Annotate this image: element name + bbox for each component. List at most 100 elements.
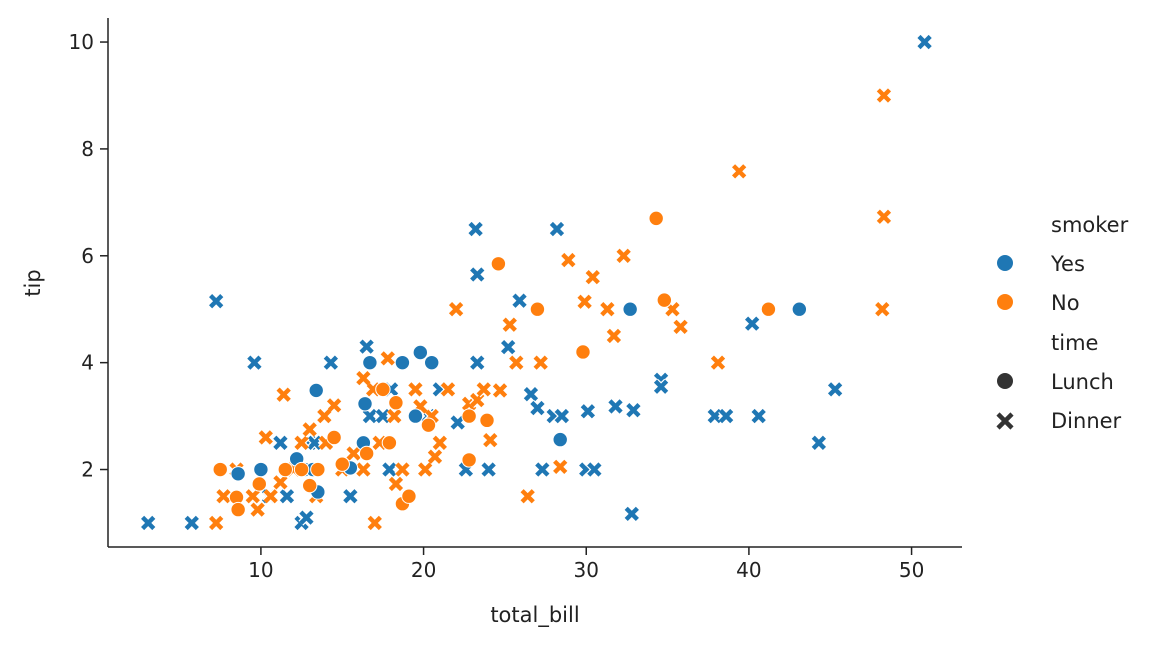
point-no-dinner (672, 318, 689, 335)
point-yes-dinner (548, 221, 565, 238)
point-yes-dinner (500, 339, 517, 356)
point-yes-dinner (827, 381, 844, 398)
point-no-dinner (426, 448, 443, 465)
point-yes-dinner (653, 378, 670, 395)
point-no-dinner (508, 354, 525, 371)
point-yes-dinner (278, 488, 295, 505)
point-yes-dinner (718, 408, 735, 425)
x-tick-label: 50 (899, 558, 924, 582)
point-no-lunch (230, 501, 246, 518)
legend-marker-yes (997, 255, 1013, 271)
point-yes-dinner (272, 434, 289, 451)
points-layer (140, 34, 933, 531)
point-no-lunch (461, 408, 477, 424)
point-yes-dinner (553, 408, 570, 425)
point-no-dinner (208, 514, 225, 531)
point-no-dinner (599, 301, 616, 318)
x-tick-label: 40 (736, 558, 761, 582)
point-no-lunch (490, 256, 507, 272)
legend-title-time: time (1051, 331, 1098, 355)
point-no-lunch (212, 461, 228, 478)
point-yes-dinner (208, 293, 225, 310)
point-yes-lunch (407, 408, 424, 424)
point-yes-dinner (298, 509, 315, 526)
point-no-dinner (244, 488, 261, 505)
x-tick-label: 30 (574, 558, 599, 582)
point-yes-dinner (140, 514, 157, 531)
point-no-dinner (605, 327, 622, 344)
point-yes-dinner (607, 398, 624, 415)
point-no-dinner (249, 501, 266, 518)
point-yes-dinner (623, 505, 640, 522)
point-no-dinner (492, 382, 509, 399)
point-no-dinner (394, 461, 411, 478)
y-tick-label: 10 (69, 30, 94, 54)
point-no-dinner (482, 432, 499, 449)
point-yes-dinner (246, 354, 263, 371)
point-no-dinner (317, 434, 334, 451)
point-no-lunch (293, 461, 310, 478)
point-no-dinner (875, 87, 892, 104)
point-no-dinner (386, 408, 403, 425)
point-yes-lunch (791, 301, 808, 317)
point-no-dinner (345, 445, 362, 462)
point-no-lunch (575, 344, 591, 360)
point-no-lunch (381, 435, 398, 451)
point-yes-dinner (469, 354, 486, 371)
point-no-dinner (355, 370, 372, 387)
point-no-lunch (310, 461, 326, 478)
point-no-dinner (519, 488, 536, 505)
point-no-lunch (358, 445, 375, 462)
x-tick-label: 20 (411, 558, 436, 582)
x-tick-label: 10 (248, 558, 273, 582)
point-yes-dinner (183, 514, 200, 531)
point-yes-lunch (424, 354, 440, 371)
point-yes-dinner (358, 338, 375, 355)
legend-label-no: No (1051, 291, 1080, 315)
point-no-dinner (552, 458, 569, 475)
point-no-lunch (479, 412, 495, 429)
point-no-dinner (584, 269, 601, 286)
point-no-dinner (366, 514, 383, 531)
point-no-lunch (251, 476, 267, 492)
point-yes-dinner (342, 488, 359, 505)
point-no-lunch (401, 488, 417, 504)
point-no-lunch (302, 477, 318, 494)
point-no-dinner (272, 474, 289, 491)
plot-area: 10 20 30 40 50 2 4 6 8 10 (69, 18, 962, 582)
point-no-dinner (731, 163, 748, 180)
point-no-lunch (529, 301, 546, 317)
point-no-dinner (448, 301, 465, 318)
point-yes-dinner (706, 408, 723, 425)
point-yes-dinner (374, 408, 391, 425)
point-no-lunch (461, 452, 477, 468)
point-no-dinner (475, 381, 492, 398)
point-yes-dinner (449, 414, 466, 431)
point-yes-dinner (306, 434, 323, 451)
point-no-dinner (875, 208, 892, 225)
x-axis-label: total_bill (490, 603, 579, 628)
point-yes-dinner (511, 292, 528, 309)
point-no-lunch (656, 292, 673, 308)
legend-label-dinner: Dinner (1051, 409, 1122, 433)
y-axis-label: tip (21, 269, 45, 296)
point-yes-lunch (394, 354, 411, 371)
point-yes-dinner (361, 408, 378, 425)
point-no-dinner (293, 434, 310, 451)
point-no-dinner (439, 381, 456, 398)
point-no-dinner (576, 293, 593, 310)
point-no-dinner (262, 488, 279, 505)
legend-title-smoker: smoker (1051, 213, 1129, 237)
legend-label-yes: Yes (1050, 252, 1085, 276)
y-tick-label: 6 (81, 244, 94, 268)
legend-marker-dinner (996, 412, 1014, 430)
point-yes-dinner (469, 266, 486, 283)
point-no-dinner (532, 354, 549, 371)
y-ticks: 2 4 6 8 10 (69, 30, 108, 482)
point-yes-lunch (622, 301, 638, 317)
point-no-dinner (417, 461, 434, 478)
legend: smoker Yes No time Lunch Dinner (996, 213, 1129, 433)
y-tick-label: 8 (81, 137, 94, 161)
point-no-lunch (760, 301, 777, 317)
point-no-dinner (316, 408, 333, 425)
